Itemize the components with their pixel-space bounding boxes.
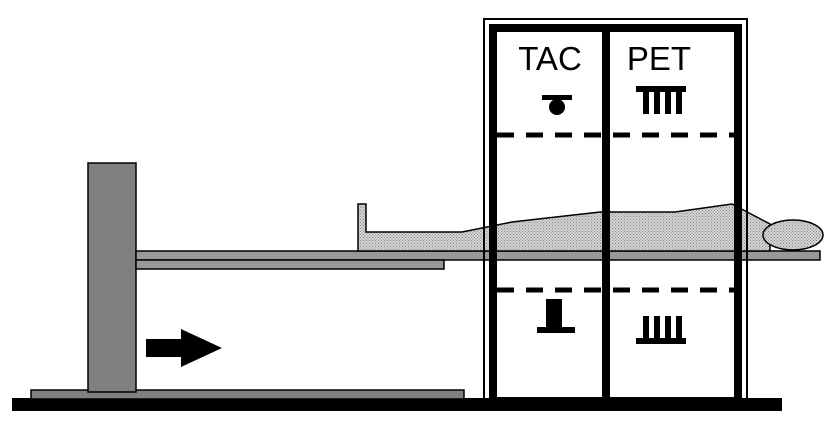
pet-detector-icon (636, 86, 686, 114)
gantry-frame (489, 24, 742, 405)
base-rail (30, 389, 465, 400)
xray-tube-icon (542, 95, 572, 115)
support-column (87, 162, 137, 393)
tac-label: TAC (518, 40, 582, 77)
table-top (135, 250, 821, 261)
patient-head (762, 219, 824, 251)
table-lower-rail (135, 259, 445, 270)
pet-detector-icon (636, 316, 686, 344)
pet-label: PET (627, 40, 691, 77)
arrow-right-icon (146, 329, 222, 367)
patient-body (357, 203, 771, 252)
ct-detector-icon (537, 299, 575, 333)
